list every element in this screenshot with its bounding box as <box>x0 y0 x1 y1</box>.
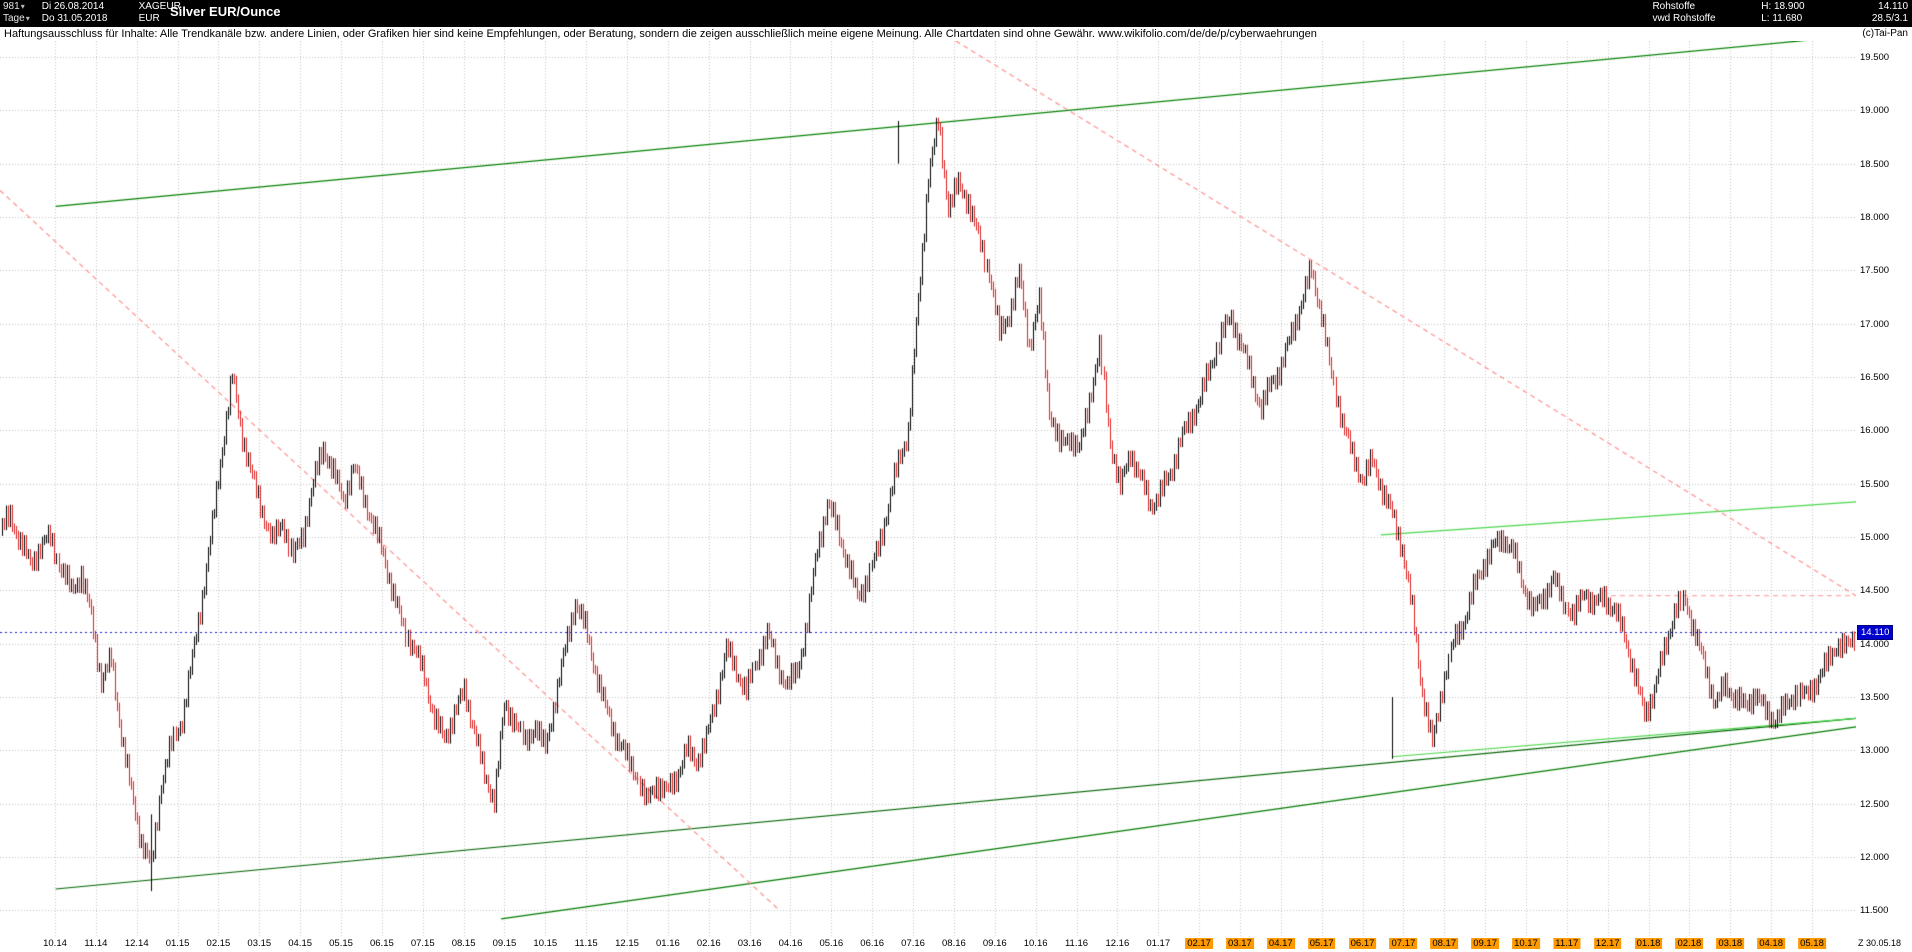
quote-info-cluster: Rohstoffe H: 18.900 14.110 vwd Rohstoffe… <box>1652 1 1908 25</box>
x-axis-label: 10.14 <box>43 938 67 949</box>
y-axis-label: 16.000 <box>1860 425 1890 437</box>
x-axis-label: 05.15 <box>329 938 353 949</box>
y-axis-label: 19.000 <box>1860 105 1890 117</box>
x-axis-label: 05.16 <box>819 938 844 949</box>
x-axis-label: 12.14 <box>124 938 149 949</box>
top-bar: 981▾ Di 26.08.2014 XAGEUR Tage▾ Do 31.05… <box>0 0 1912 27</box>
x-axis-label: 09.15 <box>492 938 517 949</box>
disclaimer-row: Haftungsausschluss für Inhalte: Alle Tre… <box>0 27 1912 41</box>
y-axis-label: 15.500 <box>1860 478 1890 490</box>
x-axis-label: 10.16 <box>1023 938 1048 949</box>
x-axis-label: 09.16 <box>982 938 1007 949</box>
x-axis-label: 06.16 <box>860 938 885 949</box>
x-axis-label: 12.17 <box>1593 938 1622 949</box>
x-axis-label: 07.15 <box>410 938 435 949</box>
x-axis-label: 07.16 <box>901 938 925 949</box>
x-axis-label: 03.15 <box>247 938 272 949</box>
x-axis-label: 08.17 <box>1430 938 1459 949</box>
y-axis-label: 15.000 <box>1860 532 1890 543</box>
date-from-label: Di 26.08.2014 <box>41 1 105 12</box>
y-axis-label: 18.500 <box>1860 158 1890 170</box>
y-axis-label: 13.000 <box>1860 745 1890 757</box>
x-axis-label: 11.16 <box>1064 938 1089 949</box>
price-axis: 14.110 19.500 19.000 18.500 18.000 17.500 17.… <box>1856 41 1912 937</box>
chevron-down-icon: ▾ <box>25 14 30 23</box>
period-high: H: 18.900 <box>1761 1 1805 12</box>
date-to-label: Do 31.05.2018 <box>41 13 108 24</box>
last-price-tag: 14.110 <box>1857 624 1894 640</box>
y-axis-label: 12.500 <box>1860 798 1890 810</box>
price-chart-canvas[interactable] <box>0 41 1856 937</box>
last-price-top: 14.110 <box>1878 1 1908 12</box>
y-axis-label: 14.500 <box>1860 585 1890 597</box>
disclaimer-text: Haftungsausschluss für Inhalte: Alle Tre… <box>4 28 1317 40</box>
x-axis-label: 04.16 <box>778 938 803 949</box>
y-axis-label: 19.500 <box>1860 52 1890 63</box>
range-info: 28.5/3.1 <box>1871 13 1908 24</box>
last-date-label: Z 30.05.18 <box>1858 938 1902 948</box>
x-axis-label: 10.15 <box>533 938 558 949</box>
x-axis-label: 02.18 <box>1675 938 1704 949</box>
x-axis-label: 02.15 <box>206 938 231 949</box>
x-axis-label: 08.16 <box>942 938 966 949</box>
x-axis-label: 05.17 <box>1307 938 1336 949</box>
period-dropdown[interactable]: Tage▾ <box>3 13 33 25</box>
x-axis-label: 04.17 <box>1266 938 1295 949</box>
y-axis-label: 13.500 <box>1860 692 1890 703</box>
x-axis-label: 03.16 <box>737 938 762 949</box>
x-axis-label: 07.17 <box>1389 938 1418 949</box>
x-axis-label: 08.15 <box>451 938 476 949</box>
x-axis-label: 04.15 <box>288 938 313 949</box>
x-axis-label: 01.18 <box>1634 938 1663 949</box>
x-axis-label: 01.17 <box>1146 938 1171 949</box>
feed-name: Rohstoffe <box>1652 1 1696 12</box>
instrument-title: Silver EUR/Ounce <box>170 4 281 19</box>
copyright-label: (c)Tai-Pan <box>1862 28 1908 39</box>
bars-count-dropdown[interactable]: 981▾ <box>3 1 33 13</box>
x-axis-label: 11.17 <box>1553 938 1581 949</box>
y-axis-label: 18.000 <box>1860 212 1890 223</box>
x-axis-label: 06.15 <box>369 938 394 949</box>
x-axis-label: 03.18 <box>1716 938 1745 949</box>
y-axis-label: 11.500 <box>1860 905 1889 917</box>
currency-label: EUR <box>138 13 160 24</box>
bars-count-value: 981 <box>3 1 20 12</box>
x-axis-label: 11.15 <box>574 938 598 949</box>
x-axis-label: 05.18 <box>1798 938 1826 949</box>
y-axis-label: 14.000 <box>1860 638 1890 650</box>
chevron-down-icon: ▾ <box>20 2 25 11</box>
x-axis-label: 02.17 <box>1185 938 1213 949</box>
x-axis-label: 12.15 <box>615 938 639 949</box>
x-axis-label: 12.16 <box>1105 938 1130 949</box>
x-axis-label: 04.18 <box>1757 938 1785 949</box>
y-axis-label: 17.500 <box>1860 265 1890 277</box>
time-axis: Z 30.05.18 10.14 11.14 12.14 01.15 02.15 03.1… <box>0 937 1912 952</box>
x-axis-label: 11.14 <box>84 938 108 949</box>
feed-provider: vwd Rohstoffe <box>1652 13 1716 24</box>
y-axis-label: 12.000 <box>1860 852 1890 863</box>
symbol-label: XAGEUR <box>138 1 181 12</box>
x-axis-label: 09.17 <box>1471 938 1499 949</box>
x-axis-label: 01.15 <box>165 938 190 949</box>
period-value: Tage <box>3 13 25 24</box>
period-low: L: 11.680 <box>1761 13 1803 24</box>
y-axis-label: 16.500 <box>1860 372 1890 383</box>
x-axis-label: 06.17 <box>1348 938 1377 949</box>
x-axis-label: 10.17 <box>1512 938 1540 949</box>
y-axis-label: 17.000 <box>1860 318 1890 330</box>
x-axis-label: 03.17 <box>1226 938 1254 949</box>
chart-area[interactable] <box>0 41 1856 937</box>
x-axis-label: 01.16 <box>656 938 680 949</box>
chart-settings-cluster: 981▾ Di 26.08.2014 XAGEUR Tage▾ Do 31.05… <box>3 1 181 25</box>
x-axis-label: 02.16 <box>696 938 721 949</box>
